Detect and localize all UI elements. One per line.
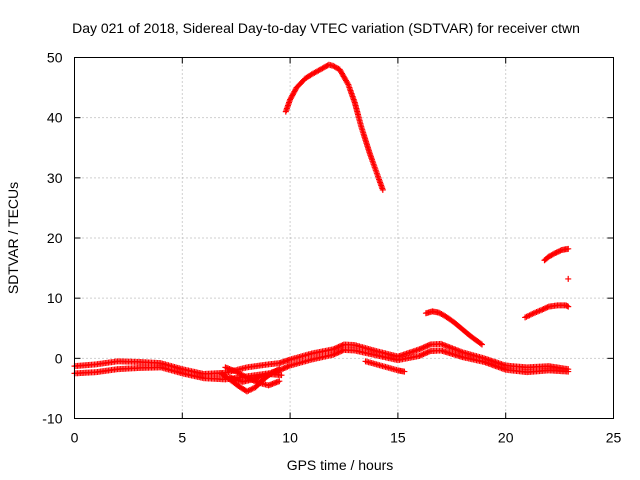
- data-point: [424, 342, 431, 349]
- data-point: [425, 342, 432, 349]
- data-point: [425, 348, 432, 355]
- data-point: [283, 364, 290, 371]
- data-point: [336, 343, 343, 350]
- data-point: [421, 350, 428, 357]
- x-tick-label: 20: [498, 430, 514, 446]
- data-point: [334, 344, 341, 351]
- data-point: [336, 348, 343, 355]
- x-axis-title: GPS time / hours: [287, 457, 394, 473]
- data-point: [564, 302, 571, 309]
- data-point: [335, 349, 342, 356]
- series-rise-21-23-upper: [541, 245, 572, 264]
- data-point: [419, 351, 426, 358]
- series-peak-arc: [282, 61, 386, 193]
- data-point: [565, 303, 572, 310]
- x-tick-label: 25: [606, 430, 622, 446]
- axis-ticks: 0 5 10 15 20 25 -10 0 10 20 30 40 50: [42, 50, 621, 446]
- data-point: [332, 350, 339, 357]
- data-point: [338, 348, 345, 355]
- x-tick-label: 10: [282, 430, 298, 446]
- data-point: [344, 80, 351, 87]
- data-point: [276, 378, 283, 385]
- data-point: [417, 352, 424, 359]
- data-point: [417, 345, 424, 352]
- data-point: [335, 343, 342, 350]
- data-point: [544, 304, 551, 311]
- data-point: [285, 363, 292, 370]
- data-point: [332, 345, 339, 352]
- grid: [74, 57, 614, 419]
- data-point: [419, 345, 426, 352]
- series-rise-21-23-lower: [522, 302, 572, 321]
- series-isolated-points: [565, 275, 572, 282]
- data-point: [424, 349, 431, 356]
- series-band-a-lower: [71, 346, 572, 383]
- y-tick-label: 10: [47, 290, 63, 306]
- data-point: [565, 275, 572, 282]
- data-point: [416, 346, 423, 353]
- data-point: [423, 349, 430, 356]
- data-point: [420, 344, 427, 351]
- data-point: [284, 363, 291, 370]
- data-point: [280, 365, 287, 372]
- series-dip-trace-3: [226, 370, 285, 385]
- data-point: [416, 352, 423, 359]
- y-tick-label: 20: [47, 230, 63, 246]
- series-arc-16-19: [422, 308, 485, 348]
- data-point: [331, 345, 338, 352]
- data-point: [334, 349, 341, 356]
- data-point: [401, 368, 408, 375]
- data-point: [275, 366, 282, 373]
- y-tick-label: 40: [47, 110, 63, 126]
- data-point: [276, 366, 283, 373]
- y-tick-label: 50: [47, 50, 63, 66]
- y-tick-label: 0: [55, 350, 63, 366]
- series-trace-13h: [362, 358, 408, 375]
- data-point: [330, 351, 337, 358]
- data-point: [379, 186, 386, 193]
- data-point: [281, 364, 288, 371]
- data-point: [423, 343, 430, 350]
- data-point: [330, 346, 337, 353]
- x-tick-label: 0: [71, 430, 79, 446]
- x-tick-label: 15: [390, 430, 406, 446]
- data-point: [278, 372, 285, 379]
- y-axis-title: SDTVAR / TECUs: [5, 182, 21, 294]
- data-point: [477, 340, 484, 347]
- data-point: [420, 351, 427, 358]
- data-point: [338, 342, 345, 349]
- x-tick-label: 5: [178, 430, 186, 446]
- data-point: [565, 245, 572, 252]
- y-tick-label: -10: [42, 411, 62, 427]
- data-point: [478, 341, 485, 348]
- y-tick-label: 30: [47, 170, 63, 186]
- data-point: [331, 351, 338, 358]
- data-marks: [71, 61, 572, 395]
- data-point: [565, 368, 572, 375]
- chart-title: Day 021 of 2018, Sidereal Day-to-day VTE…: [72, 20, 580, 36]
- data-point: [421, 343, 428, 350]
